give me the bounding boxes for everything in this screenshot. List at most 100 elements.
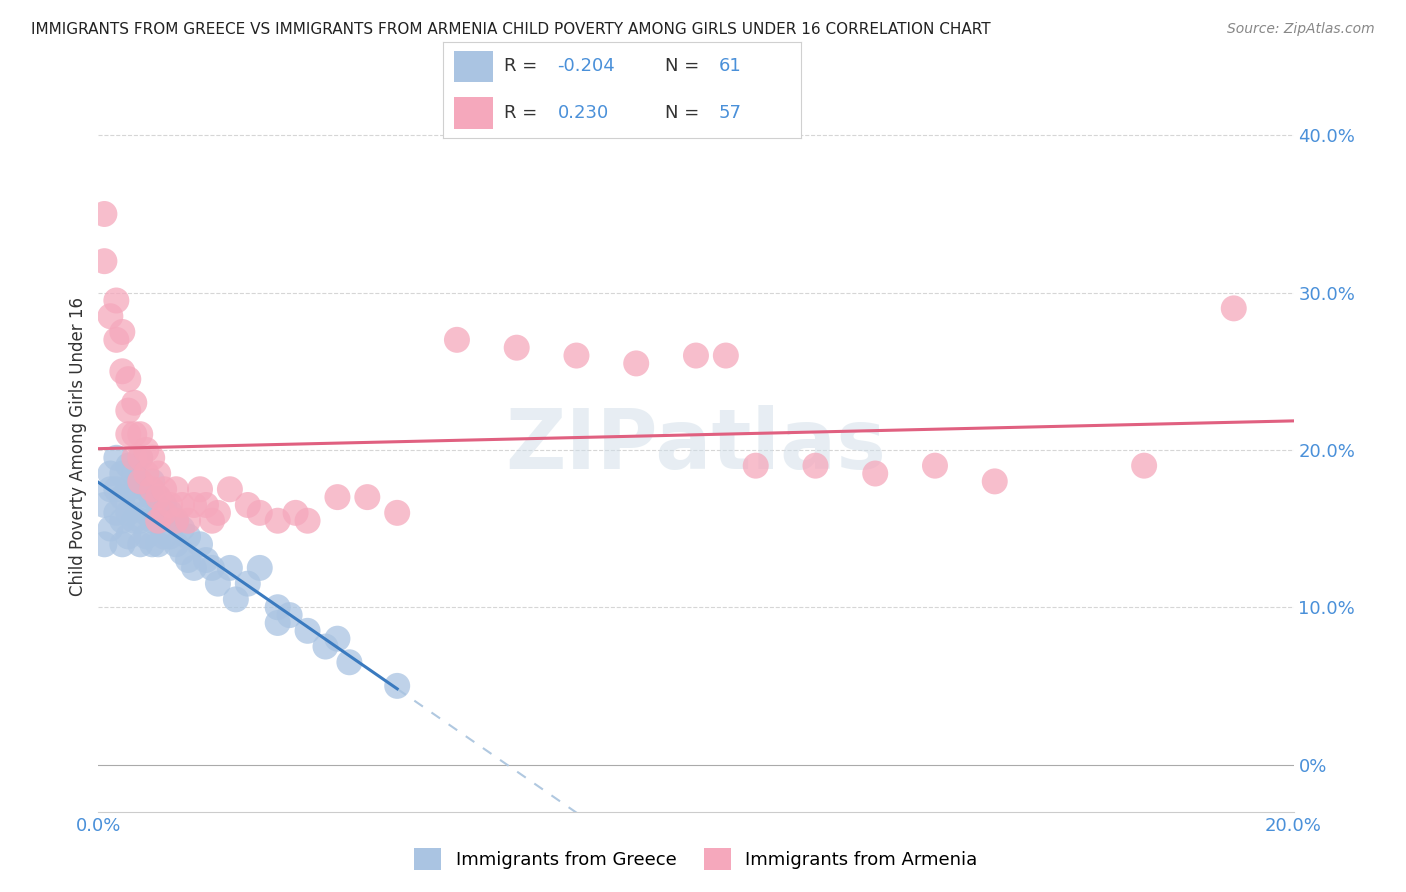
Point — [159, 498, 181, 512]
Point — [984, 475, 1007, 489]
Point — [148, 514, 170, 528]
Point — [105, 506, 128, 520]
Point — [172, 545, 194, 559]
Text: 0.230: 0.230 — [558, 103, 609, 121]
Y-axis label: Child Poverty Among Girls Under 16: Child Poverty Among Girls Under 16 — [69, 296, 87, 596]
Point — [93, 537, 115, 551]
Text: N =: N = — [665, 57, 706, 76]
Text: R =: R = — [503, 103, 548, 121]
Point — [714, 349, 737, 363]
Point — [129, 450, 152, 465]
Point — [148, 537, 170, 551]
Point — [124, 396, 146, 410]
Point — [506, 341, 529, 355]
Point — [148, 490, 170, 504]
Point — [188, 537, 211, 551]
Point — [117, 403, 139, 417]
Text: N =: N = — [665, 103, 706, 121]
Point — [385, 679, 409, 693]
Point — [626, 356, 648, 370]
Point — [177, 514, 200, 528]
FancyBboxPatch shape — [454, 97, 494, 128]
Point — [183, 561, 205, 575]
Point — [117, 427, 139, 442]
Point — [207, 506, 229, 520]
Point — [745, 458, 768, 473]
Point — [117, 506, 139, 520]
Point — [141, 450, 163, 465]
Point — [117, 529, 139, 543]
Point — [685, 349, 707, 363]
Point — [177, 529, 200, 543]
Point — [117, 458, 139, 473]
Point — [135, 442, 157, 457]
Text: 57: 57 — [718, 103, 742, 121]
Point — [267, 514, 290, 528]
Point — [129, 427, 152, 442]
Point — [165, 514, 187, 528]
Point — [148, 490, 170, 504]
Point — [105, 293, 128, 308]
Text: R =: R = — [503, 57, 543, 76]
Point — [129, 514, 152, 528]
Point — [124, 427, 146, 442]
Point — [98, 467, 122, 481]
Point — [267, 600, 290, 615]
Point — [249, 561, 271, 575]
Point — [141, 537, 163, 551]
Point — [124, 450, 146, 465]
Point — [326, 490, 349, 504]
Point — [93, 207, 115, 221]
Point — [135, 482, 157, 496]
Point — [111, 514, 134, 528]
Point — [236, 576, 259, 591]
Point — [135, 506, 157, 520]
Text: Source: ZipAtlas.com: Source: ZipAtlas.com — [1227, 22, 1375, 37]
Point — [326, 632, 349, 646]
Text: 61: 61 — [718, 57, 742, 76]
Text: ZIPatlas: ZIPatlas — [506, 406, 886, 486]
Point — [117, 482, 139, 496]
Point — [195, 553, 218, 567]
Point — [111, 537, 134, 551]
Point — [93, 498, 115, 512]
Point — [98, 482, 122, 496]
Point — [98, 522, 122, 536]
FancyBboxPatch shape — [454, 51, 494, 82]
Point — [177, 553, 200, 567]
Point — [153, 482, 176, 496]
Point — [284, 506, 307, 520]
Point — [129, 498, 152, 512]
Point — [111, 364, 134, 378]
Point — [1223, 301, 1246, 316]
Point — [188, 482, 211, 496]
Point — [141, 482, 163, 496]
Point — [141, 490, 163, 504]
Point — [315, 640, 337, 654]
Point — [172, 522, 194, 536]
Point — [124, 467, 146, 481]
Point — [924, 458, 946, 473]
Point — [356, 490, 378, 504]
Point — [111, 467, 134, 481]
Point — [219, 561, 242, 575]
Point — [117, 372, 139, 386]
Point — [141, 514, 163, 528]
Point — [297, 624, 319, 638]
Point — [225, 592, 247, 607]
Point — [267, 615, 290, 630]
Point — [278, 608, 301, 623]
Point — [236, 498, 259, 512]
Point — [105, 450, 128, 465]
Point — [195, 498, 218, 512]
Point — [172, 498, 194, 512]
Point — [124, 514, 146, 528]
Point — [105, 333, 128, 347]
Point — [148, 514, 170, 528]
Point — [129, 450, 152, 465]
Point — [165, 514, 187, 528]
Point — [135, 467, 157, 481]
Point — [201, 561, 224, 575]
Point — [165, 482, 187, 496]
Text: -0.204: -0.204 — [558, 57, 616, 76]
